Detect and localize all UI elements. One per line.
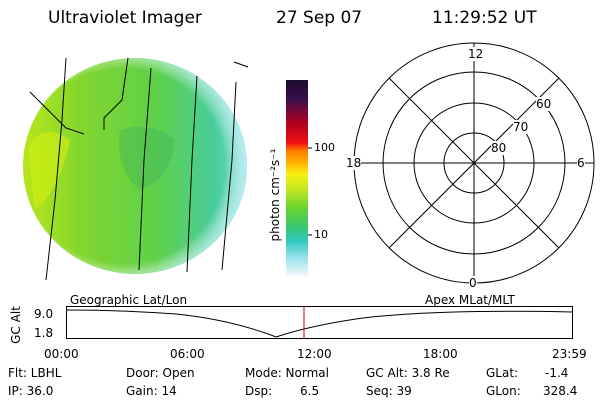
polar-meridian-diag2 [388, 77, 560, 249]
status-glat-label: GLat: [486, 366, 519, 380]
orbit-x-tick-1800: 18:00 [423, 347, 458, 361]
orbit-y-tick-top: 9.0 [34, 307, 54, 321]
status-gc-alt: GC Alt: 3.8 Re [366, 366, 450, 380]
orbit-right-title: Apex MLat/MLT [425, 293, 515, 307]
status-glon-value: 328.4 [543, 384, 578, 398]
status-filter: Flt: LBHL [8, 366, 62, 380]
status-gain: Gain: 14 [126, 384, 177, 398]
orbit-x-tick-0000: 00:00 [44, 347, 79, 361]
status-door: Door: Open [126, 366, 195, 380]
polar-label-18: 18 [346, 156, 362, 170]
polar-label-60: 60 [536, 97, 552, 111]
polar-label-0: 0 [469, 276, 477, 290]
status-ip: IP: 36.0 [8, 384, 54, 398]
colorbar-tick-label-10: 10 [314, 228, 328, 241]
geographic-grid-lines [29, 57, 249, 281]
uvi-image [23, 57, 249, 281]
polar-label-12: 12 [468, 47, 484, 61]
polar-label-70: 70 [513, 120, 529, 134]
polar-plot [353, 42, 595, 284]
polar-label-80: 80 [491, 141, 507, 155]
image-time: 11:29:52 UT [432, 8, 537, 28]
orbit-left-title: Geographic Lat/Lon [70, 293, 188, 307]
status-glat-value: -1.4 [545, 366, 569, 380]
colorbar-tick-label-100: 100 [314, 141, 335, 154]
orbit-x-tick-0600: 06:00 [170, 347, 205, 361]
orbit-altitude-curve [66, 309, 573, 338]
disk-dark-patch [119, 126, 175, 190]
orbit-altitude-plot [66, 306, 573, 339]
status-mode: Mode: Normal [245, 366, 329, 380]
status-dsp-label: Dsp: [245, 384, 273, 398]
colorbar-gradient [286, 80, 308, 276]
orbit-plot-frame [66, 306, 573, 339]
colorbar-unit-label: photon cm⁻²s⁻¹ [268, 148, 282, 242]
status-seq: Seq: 39 [366, 384, 412, 398]
instrument-title: Ultraviolet Imager [48, 8, 202, 28]
status-glon-label: GLon: [486, 384, 521, 398]
image-date: 27 Sep 07 [276, 8, 363, 28]
orbit-x-tick-2359: 23:59 [552, 347, 587, 361]
orbit-y-tick-bottom: 1.8 [34, 326, 54, 340]
polar-label-6: 6 [577, 156, 585, 170]
colorbar [286, 80, 312, 276]
orbit-axis-label: GC Alt [9, 306, 23, 344]
status-dsp-value: 6.5 [300, 384, 320, 398]
orbit-x-tick-1200: 12:00 [297, 347, 332, 361]
